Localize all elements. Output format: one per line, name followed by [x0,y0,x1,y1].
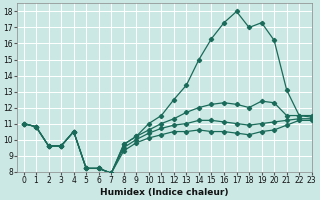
X-axis label: Humidex (Indice chaleur): Humidex (Indice chaleur) [100,188,229,197]
